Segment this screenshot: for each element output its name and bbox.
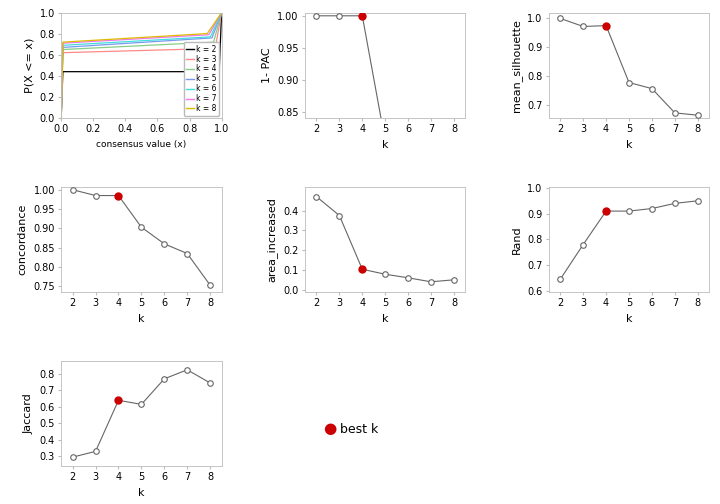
Y-axis label: Jaccard: Jaccard (24, 393, 34, 434)
Y-axis label: Rand: Rand (512, 225, 521, 254)
Text: ●: ● (323, 421, 336, 436)
Y-axis label: 1- PAC: 1- PAC (261, 47, 271, 83)
X-axis label: consensus value (x): consensus value (x) (96, 140, 186, 149)
Y-axis label: P(X <= x): P(X <= x) (24, 38, 34, 93)
Y-axis label: concordance: concordance (18, 204, 28, 275)
X-axis label: k: k (138, 314, 145, 324)
X-axis label: k: k (138, 488, 145, 498)
Legend: k = 2, k = 3, k = 4, k = 5, k = 6, k = 7, k = 8: k = 2, k = 3, k = 4, k = 5, k = 6, k = 7… (184, 42, 220, 116)
Text: best k: best k (340, 423, 378, 436)
X-axis label: k: k (382, 314, 389, 324)
X-axis label: k: k (626, 314, 632, 324)
X-axis label: k: k (382, 140, 389, 150)
Y-axis label: mean_silhouette: mean_silhouette (510, 19, 521, 112)
Y-axis label: area_increased: area_increased (267, 197, 278, 282)
X-axis label: k: k (626, 140, 632, 150)
